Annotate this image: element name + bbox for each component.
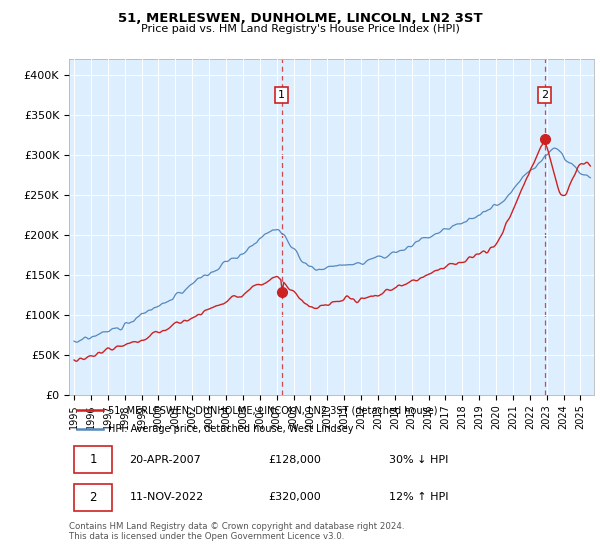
- Text: 2: 2: [541, 90, 548, 100]
- Text: 20-APR-2007: 20-APR-2007: [130, 455, 201, 465]
- Text: 12% ↑ HPI: 12% ↑ HPI: [389, 492, 449, 502]
- Text: HPI: Average price, detached house, West Lindsey: HPI: Average price, detached house, West…: [109, 424, 354, 433]
- Text: 1: 1: [89, 454, 97, 466]
- Text: Contains HM Land Registry data © Crown copyright and database right 2024.
This d: Contains HM Land Registry data © Crown c…: [69, 522, 404, 542]
- Text: 51, MERLESWEN, DUNHOLME, LINCOLN, LN2 3ST: 51, MERLESWEN, DUNHOLME, LINCOLN, LN2 3S…: [118, 12, 482, 25]
- Text: 1: 1: [278, 90, 285, 100]
- Text: 30% ↓ HPI: 30% ↓ HPI: [389, 455, 449, 465]
- Bar: [74, 446, 112, 473]
- Text: £128,000: £128,000: [269, 455, 322, 465]
- Text: 51, MERLESWEN, DUNHOLME, LINCOLN, LN2 3ST (detached house): 51, MERLESWEN, DUNHOLME, LINCOLN, LN2 3S…: [109, 405, 438, 415]
- Text: 2: 2: [89, 491, 97, 503]
- Text: 11-NOV-2022: 11-NOV-2022: [130, 492, 203, 502]
- Bar: [74, 484, 112, 511]
- Text: Price paid vs. HM Land Registry's House Price Index (HPI): Price paid vs. HM Land Registry's House …: [140, 24, 460, 34]
- Text: £320,000: £320,000: [269, 492, 321, 502]
